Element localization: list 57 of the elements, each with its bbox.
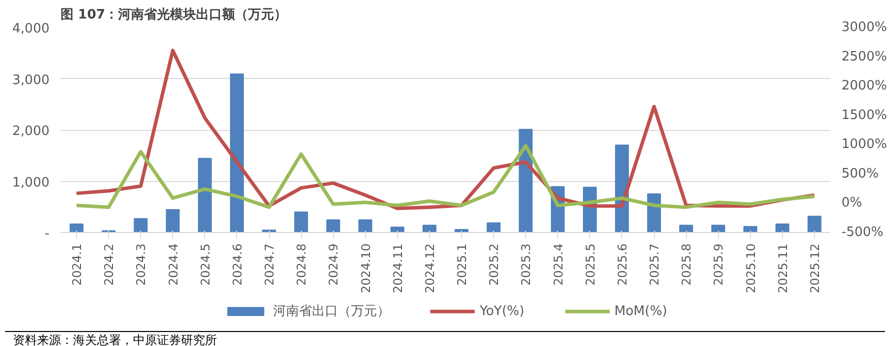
- legend-label: YoY(%): [480, 304, 524, 318]
- y-tick-label: 2,000: [12, 124, 50, 139]
- y-tick-label: -: [44, 226, 50, 242]
- x-tick-label: 2025.6: [615, 243, 630, 286]
- y2-tick-label: 1000%: [842, 137, 887, 152]
- x-tick-label: 2025.4: [551, 243, 566, 286]
- x-tick-label: 2024.2: [102, 243, 116, 286]
- x-tick-label: 2024.6: [230, 243, 244, 286]
- y2-tick-label: -500%: [842, 225, 884, 240]
- line-series: [74, 144, 816, 209]
- x-tick-label: 2024.12: [422, 244, 437, 294]
- bar: [422, 224, 436, 232]
- x-tick-label: 2025.7: [648, 243, 662, 286]
- x-tick-label: 2025.10: [744, 244, 758, 294]
- y2-tick-label: 1500%: [842, 108, 887, 123]
- x-tick-label: 2024.8: [294, 243, 309, 286]
- bar: [679, 224, 694, 232]
- bar: [294, 212, 308, 232]
- x-tick-label: 2025.8: [680, 243, 694, 286]
- text: 资料来源：海关总署，中原证券研究所: [13, 332, 217, 346]
- x-tick-label: 2025.1: [455, 243, 470, 286]
- y-tick-label: 4,000: [12, 22, 50, 36]
- legend-label: MoM(%): [614, 304, 668, 318]
- bar: [198, 158, 212, 232]
- bar: [486, 222, 501, 232]
- bar: [775, 224, 790, 232]
- bar: [134, 218, 148, 232]
- x-tick-label: 2024.4: [166, 243, 180, 286]
- x-tick-label: 2024.1: [70, 243, 84, 286]
- bar: [808, 216, 822, 232]
- x-tick-label: 2025.3: [519, 243, 534, 286]
- x-tick-label: 2024.10: [358, 244, 373, 294]
- x-tick-label: 2024.9: [326, 243, 341, 286]
- x-tick-label: 2024.3: [134, 243, 148, 286]
- bar: [358, 219, 372, 232]
- y-tick-label: 3,000: [12, 72, 50, 88]
- bar: [230, 73, 244, 232]
- x-tick-label: 2025.12: [808, 244, 822, 294]
- x-tick-label: 2025.9: [712, 243, 726, 286]
- y-tick-label: 1,000: [12, 175, 50, 190]
- bar: [166, 209, 180, 232]
- x-tick-label: 2024.11: [390, 244, 405, 294]
- chart-title: 图 107：河南省光模块出口额（万元）: [60, 6, 288, 22]
- x-tick-label: 2025.5: [583, 243, 598, 286]
- x-tick-label: 2024.5: [198, 243, 212, 286]
- y2-tick-label: 500%: [842, 166, 879, 182]
- y2-tick-label: 2000%: [842, 78, 887, 94]
- y2-tick-label: 2500%: [842, 49, 887, 64]
- x-tick-label: 2025.2: [487, 243, 502, 286]
- legend-label: 河南省出口（万元）: [272, 303, 390, 320]
- y2-tick-label: 0%: [842, 196, 862, 211]
- x-tick-label: 2025.11: [776, 244, 790, 294]
- bar: [326, 219, 340, 232]
- y2-tick-label: 3000%: [842, 20, 887, 35]
- x-tick-label: 2024.7: [262, 243, 277, 286]
- bar: [390, 226, 404, 232]
- bar: [70, 224, 84, 232]
